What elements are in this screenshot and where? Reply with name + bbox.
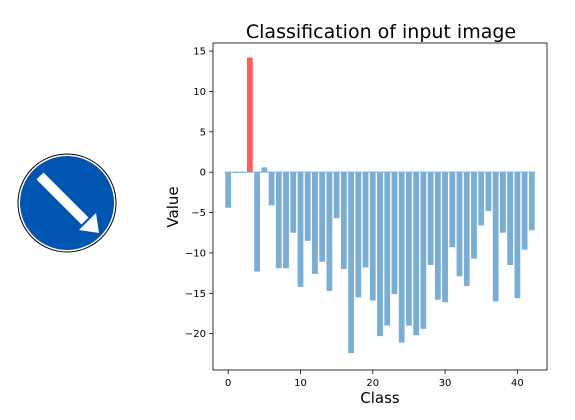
bar — [268, 172, 275, 206]
y-tick-label: −5 — [191, 208, 206, 219]
keep-right-sign-image — [17, 153, 117, 253]
bar — [427, 172, 434, 266]
bar — [398, 172, 405, 343]
bar — [434, 172, 441, 300]
bar — [500, 172, 506, 233]
y-tick-label: 0 — [200, 168, 206, 179]
bar — [254, 172, 260, 272]
arrow-down-right-icon — [36, 172, 99, 233]
bar — [514, 172, 521, 299]
x-tick-label: 0 — [225, 378, 231, 389]
x-tick-label: 30 — [439, 378, 452, 389]
chart: Classification of input image 0 10 20 30 40 … — [164, 21, 548, 407]
bar — [340, 172, 347, 270]
bar — [283, 172, 289, 269]
bar — [391, 172, 398, 295]
y-tick-label: 10 — [193, 87, 206, 98]
bar — [406, 172, 412, 326]
bar — [348, 172, 354, 354]
bar — [478, 172, 485, 226]
x-tick-label: 20 — [366, 378, 379, 389]
bar — [297, 172, 304, 287]
x-axis: 0 10 20 30 40 — [225, 370, 524, 389]
bar — [304, 172, 311, 241]
bar — [463, 172, 470, 287]
bar — [377, 172, 383, 337]
bar — [355, 172, 362, 298]
x-axis-label: Class — [360, 389, 400, 407]
y-axis: −20 −15 −10 −5 0 5 10 15 — [185, 47, 213, 340]
y-tick-label: −10 — [185, 248, 206, 259]
bar — [362, 172, 369, 268]
y-tick-label: −15 — [185, 289, 206, 300]
bar — [528, 172, 535, 231]
bar — [521, 172, 528, 250]
y-tick-label: −20 — [185, 329, 206, 340]
bar — [507, 172, 514, 266]
bar — [413, 172, 420, 336]
bar-highlighted — [246, 57, 253, 173]
plot-frame — [212, 42, 548, 371]
bar — [456, 172, 463, 277]
bar — [319, 172, 326, 262]
bar — [326, 172, 333, 291]
bar — [492, 172, 499, 302]
y-tick-label: 15 — [193, 47, 206, 58]
bar — [312, 172, 318, 274]
bar — [261, 167, 268, 173]
bar — [369, 172, 376, 301]
bar — [290, 172, 297, 233]
bar — [384, 172, 391, 326]
bar — [442, 172, 448, 303]
x-tick-label: 40 — [511, 378, 524, 389]
bar — [275, 172, 282, 269]
y-tick-label: 5 — [200, 127, 206, 138]
chart-title: Classification of input image — [246, 21, 516, 43]
bar — [485, 172, 492, 211]
bar — [420, 172, 427, 329]
x-tick-label: 10 — [294, 378, 307, 389]
bar — [471, 172, 477, 259]
bars — [225, 57, 535, 354]
bar — [225, 172, 232, 208]
y-axis-label: Value — [164, 186, 182, 227]
bar — [449, 172, 456, 248]
bar — [333, 172, 340, 219]
